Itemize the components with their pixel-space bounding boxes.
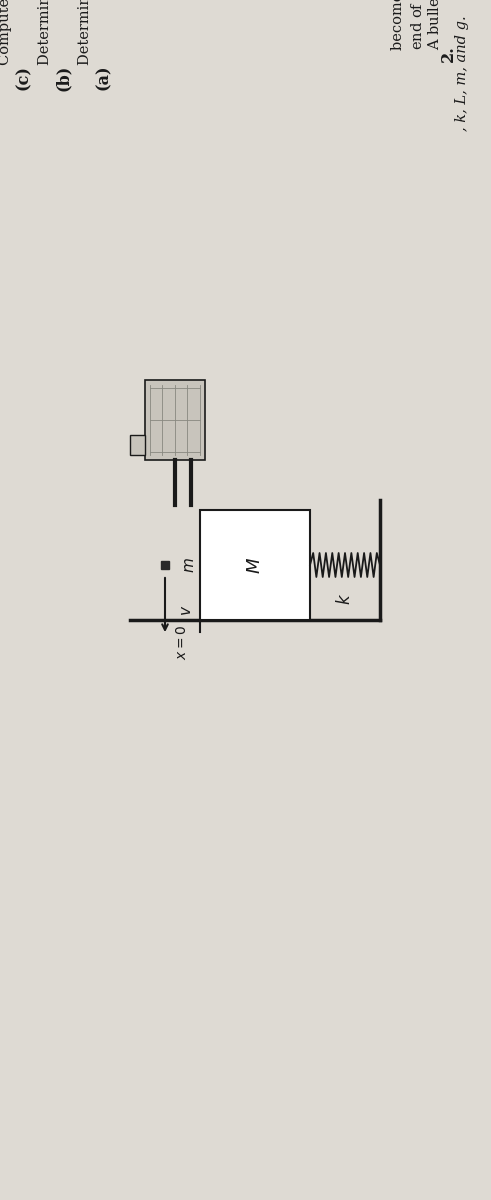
Text: end of an ideal spring on a frictionless table. At the moment the bullet hits, t: end of an ideal spring on a frictionless… [408, 0, 427, 50]
Text: $k$: $k$ [336, 593, 354, 605]
Text: $m$: $m$ [183, 557, 197, 572]
Text: , k, L, m, and g.: , k, L, m, and g. [455, 14, 469, 131]
Text: Compute the frequency of the resulting oscillations.: Compute the frequency of the resulting o… [0, 0, 12, 65]
Bar [200, 510, 310, 620]
Text: (c): (c) [15, 65, 32, 90]
Text: A bullet of mass $m$ is fired from a non-lethal pellet gun horizontally with spe: A bullet of mass $m$ is fired from a non… [425, 0, 444, 50]
Text: 2.: 2. [440, 44, 457, 61]
Text: $v$: $v$ [180, 605, 194, 616]
Bar [145, 380, 205, 460]
Text: becomes embedded in the block, and simple harmonic oscillations result.: becomes embedded in the block, and simpl… [391, 0, 405, 50]
Text: Determine the amplitude of the resulting oscillations of the block.: Determine the amplitude of the resulting… [38, 0, 52, 65]
Text: (b): (b) [55, 65, 72, 91]
Text: (a): (a) [95, 65, 112, 90]
Text: $x = 0$: $x = 0$ [175, 625, 189, 660]
Text: Determine the speed of the block immediately after the impact by the bullet.: Determine the speed of the block immedia… [78, 0, 92, 65]
Text: $M$: $M$ [246, 557, 264, 574]
Bar [130, 434, 145, 455]
